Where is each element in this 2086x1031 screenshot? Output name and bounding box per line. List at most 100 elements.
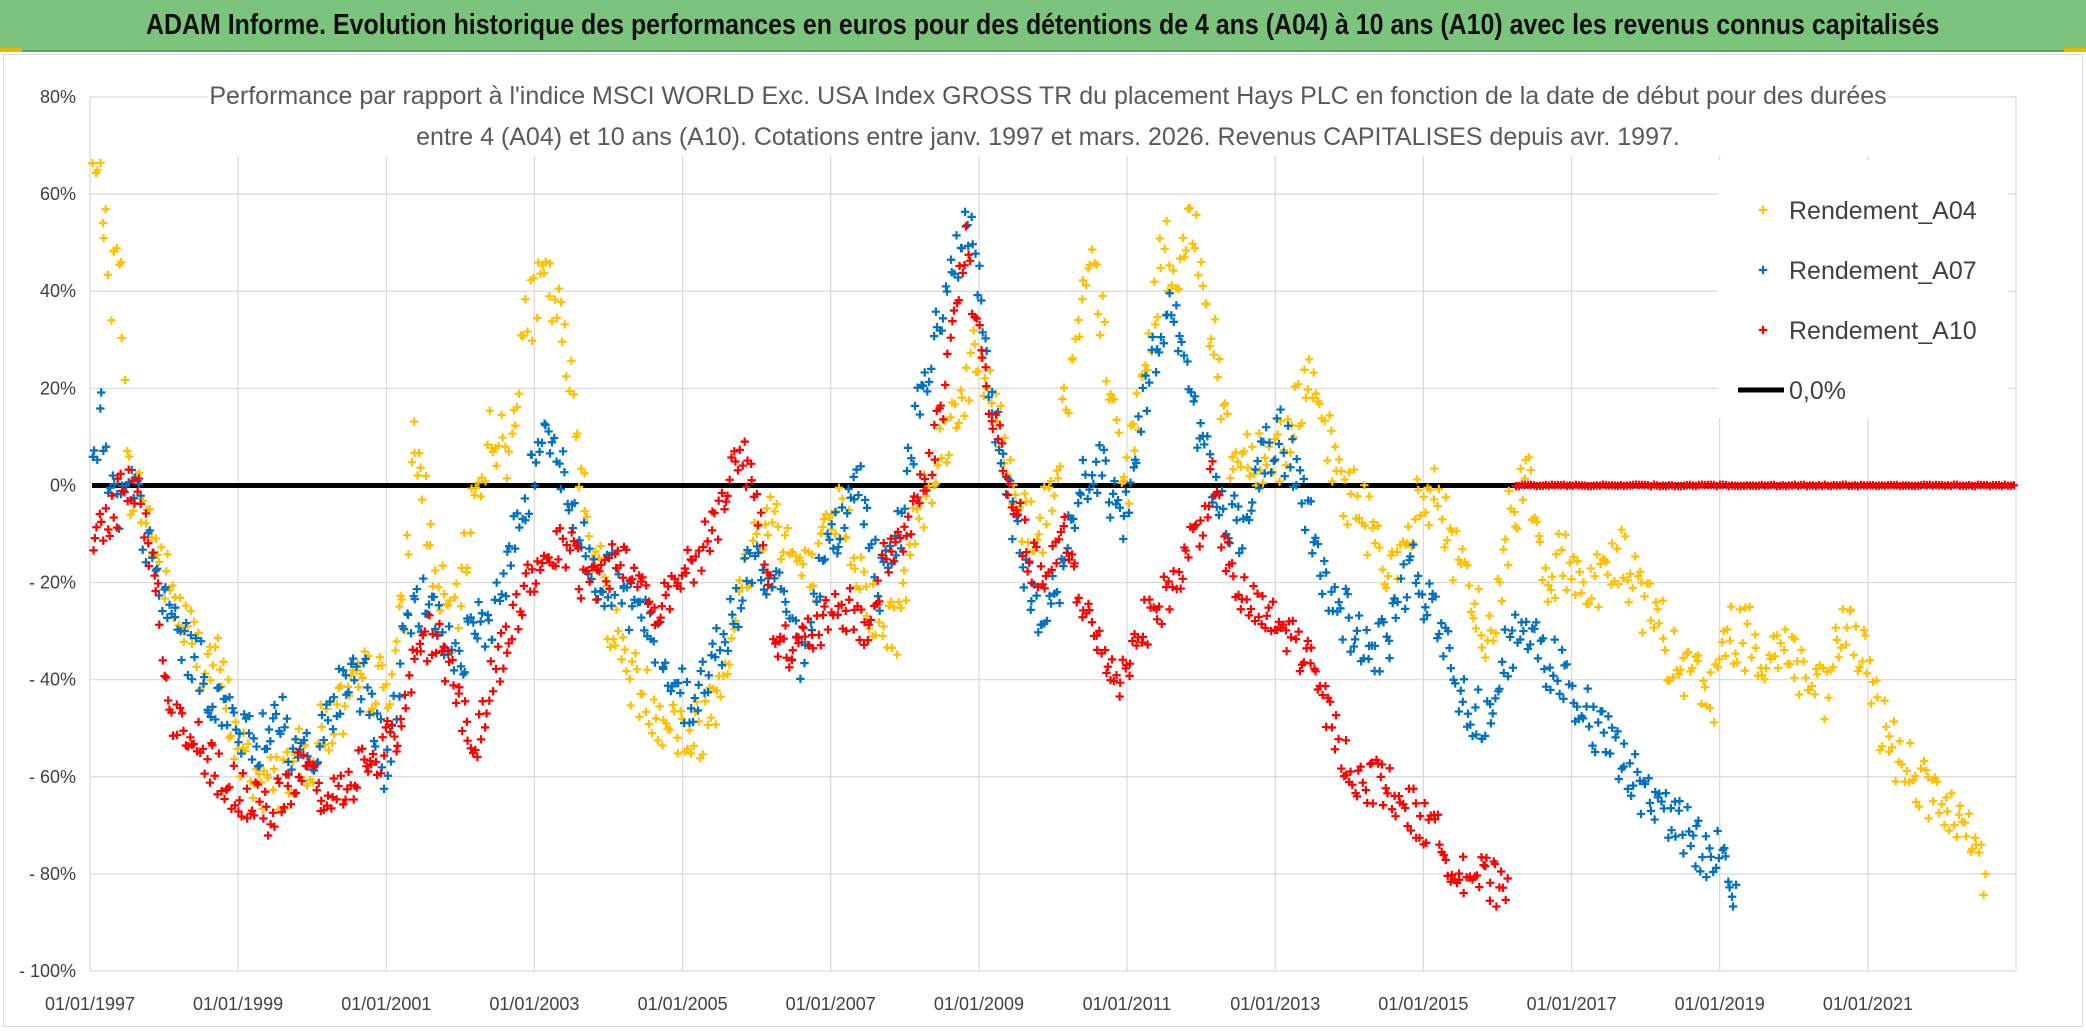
series-a04-point — [1861, 631, 1870, 640]
series-a10-point — [558, 534, 568, 543]
series-a07-point — [1026, 605, 1035, 615]
series-a04-point — [1404, 522, 1413, 531]
series-a04-point — [1858, 657, 1867, 666]
series-a10-point — [1178, 574, 1187, 584]
series-a04-point — [1210, 315, 1220, 324]
series-a04-point — [1392, 547, 1402, 557]
series-a04-point — [1512, 524, 1522, 533]
series-a07-point — [852, 465, 861, 474]
series-a07-point — [661, 658, 670, 667]
series-a04-point — [1897, 760, 1906, 769]
series-a04-point — [1607, 539, 1617, 548]
series-a10-point — [521, 569, 531, 578]
series-a07-point — [1008, 534, 1017, 544]
series-a07-point — [1706, 852, 1716, 862]
series-a07-point — [712, 624, 721, 633]
series-a07-point — [1421, 603, 1430, 612]
series-a10-point — [1064, 555, 1074, 564]
series-a04-point — [1098, 291, 1107, 301]
series-a04-point — [1050, 491, 1059, 500]
series-a04-point — [855, 584, 864, 594]
series-a04-point — [719, 671, 728, 680]
series-a10-point — [1223, 538, 1233, 547]
series-a10-point — [1184, 553, 1193, 562]
series-a07-point — [396, 659, 405, 668]
series-a10-point — [194, 717, 203, 727]
series-a07-point — [1458, 697, 1467, 707]
series-a07-point — [996, 459, 1006, 468]
series-a07-point — [199, 672, 209, 682]
series-a04-point — [1590, 572, 1599, 581]
series-a04-point — [807, 550, 817, 559]
series-a07-point — [229, 708, 239, 717]
series-a04-point — [1206, 334, 1216, 343]
series-a07-point — [885, 541, 895, 551]
series-a04-point — [933, 460, 942, 470]
series-a07-point — [1343, 590, 1352, 599]
series-a04-point — [1228, 453, 1237, 462]
series-a04-point — [1231, 448, 1240, 457]
series-a07-point — [829, 544, 838, 553]
series-a07-point — [110, 479, 119, 489]
series-a07-point — [1659, 804, 1669, 813]
series-a04-point — [485, 406, 494, 416]
series-a07-point — [607, 601, 616, 610]
series-a07-point — [96, 388, 106, 397]
y-axis-ticks: 80%60%40%20%0%- 20%- 40%- 60%- 80%- 100% — [19, 87, 76, 981]
series-a04-point — [1807, 681, 1816, 691]
series-a04-point — [385, 700, 394, 709]
series-a04-point — [1151, 320, 1160, 329]
series-a04-point — [1354, 513, 1364, 523]
series-a04-point — [1684, 647, 1693, 657]
series-a04-point — [1546, 585, 1556, 595]
series-a10-point — [720, 505, 729, 514]
series-a07-point — [1052, 587, 1062, 597]
series-a10-point — [1406, 826, 1416, 835]
series-a04-point — [711, 720, 720, 729]
series-a04-point — [1810, 690, 1819, 699]
series-a04-point — [324, 746, 334, 755]
series-a07-point — [820, 555, 830, 564]
series-a10-point — [1327, 723, 1337, 732]
series-a04-point — [514, 389, 524, 398]
series-a07-point — [666, 686, 676, 696]
series-a07-point — [211, 715, 220, 724]
series-a07-point — [1434, 629, 1444, 639]
series-a04-point — [878, 631, 887, 641]
series-a10-point — [1258, 592, 1267, 601]
series-a04-point — [1026, 497, 1036, 506]
series-a04-point — [825, 513, 834, 523]
series-a07-point — [610, 590, 619, 600]
series-a10-point — [1229, 572, 1238, 581]
series-a07-point — [1134, 412, 1143, 421]
series-a07-point — [1443, 627, 1453, 636]
series-a10-point — [379, 751, 389, 760]
series-a10-point — [1165, 605, 1174, 614]
series-a10-point — [1286, 633, 1296, 642]
series-a07-point — [1671, 832, 1680, 841]
series-a07-point — [1364, 654, 1373, 664]
series-a04-point — [466, 528, 475, 537]
series-a04-point — [1772, 631, 1782, 640]
series-a04-point — [779, 548, 788, 557]
series-a10-point — [1492, 902, 1501, 911]
series-a10-point — [1032, 542, 1041, 552]
series-a04-point — [1577, 588, 1586, 598]
series-a07-point — [1311, 533, 1320, 543]
series-a04-point — [1723, 625, 1732, 634]
series-a07-point — [456, 662, 466, 671]
series-a07-point — [579, 518, 589, 527]
series-a10-point — [1159, 572, 1169, 581]
x-tick-label: 01/01/2007 — [786, 994, 876, 1014]
series-a07-point — [1046, 599, 1056, 608]
series-a07-point — [844, 484, 853, 494]
series-a10-point — [1249, 581, 1258, 591]
series-a10-point — [1060, 512, 1069, 522]
series-a04-point — [1885, 732, 1894, 741]
series-a07-point — [1124, 508, 1134, 517]
series-a04-point — [302, 781, 312, 790]
series-a04-point — [340, 702, 350, 711]
series-a10-point — [360, 755, 369, 764]
series-a07-point — [505, 542, 514, 551]
series-a07-point — [410, 594, 419, 604]
